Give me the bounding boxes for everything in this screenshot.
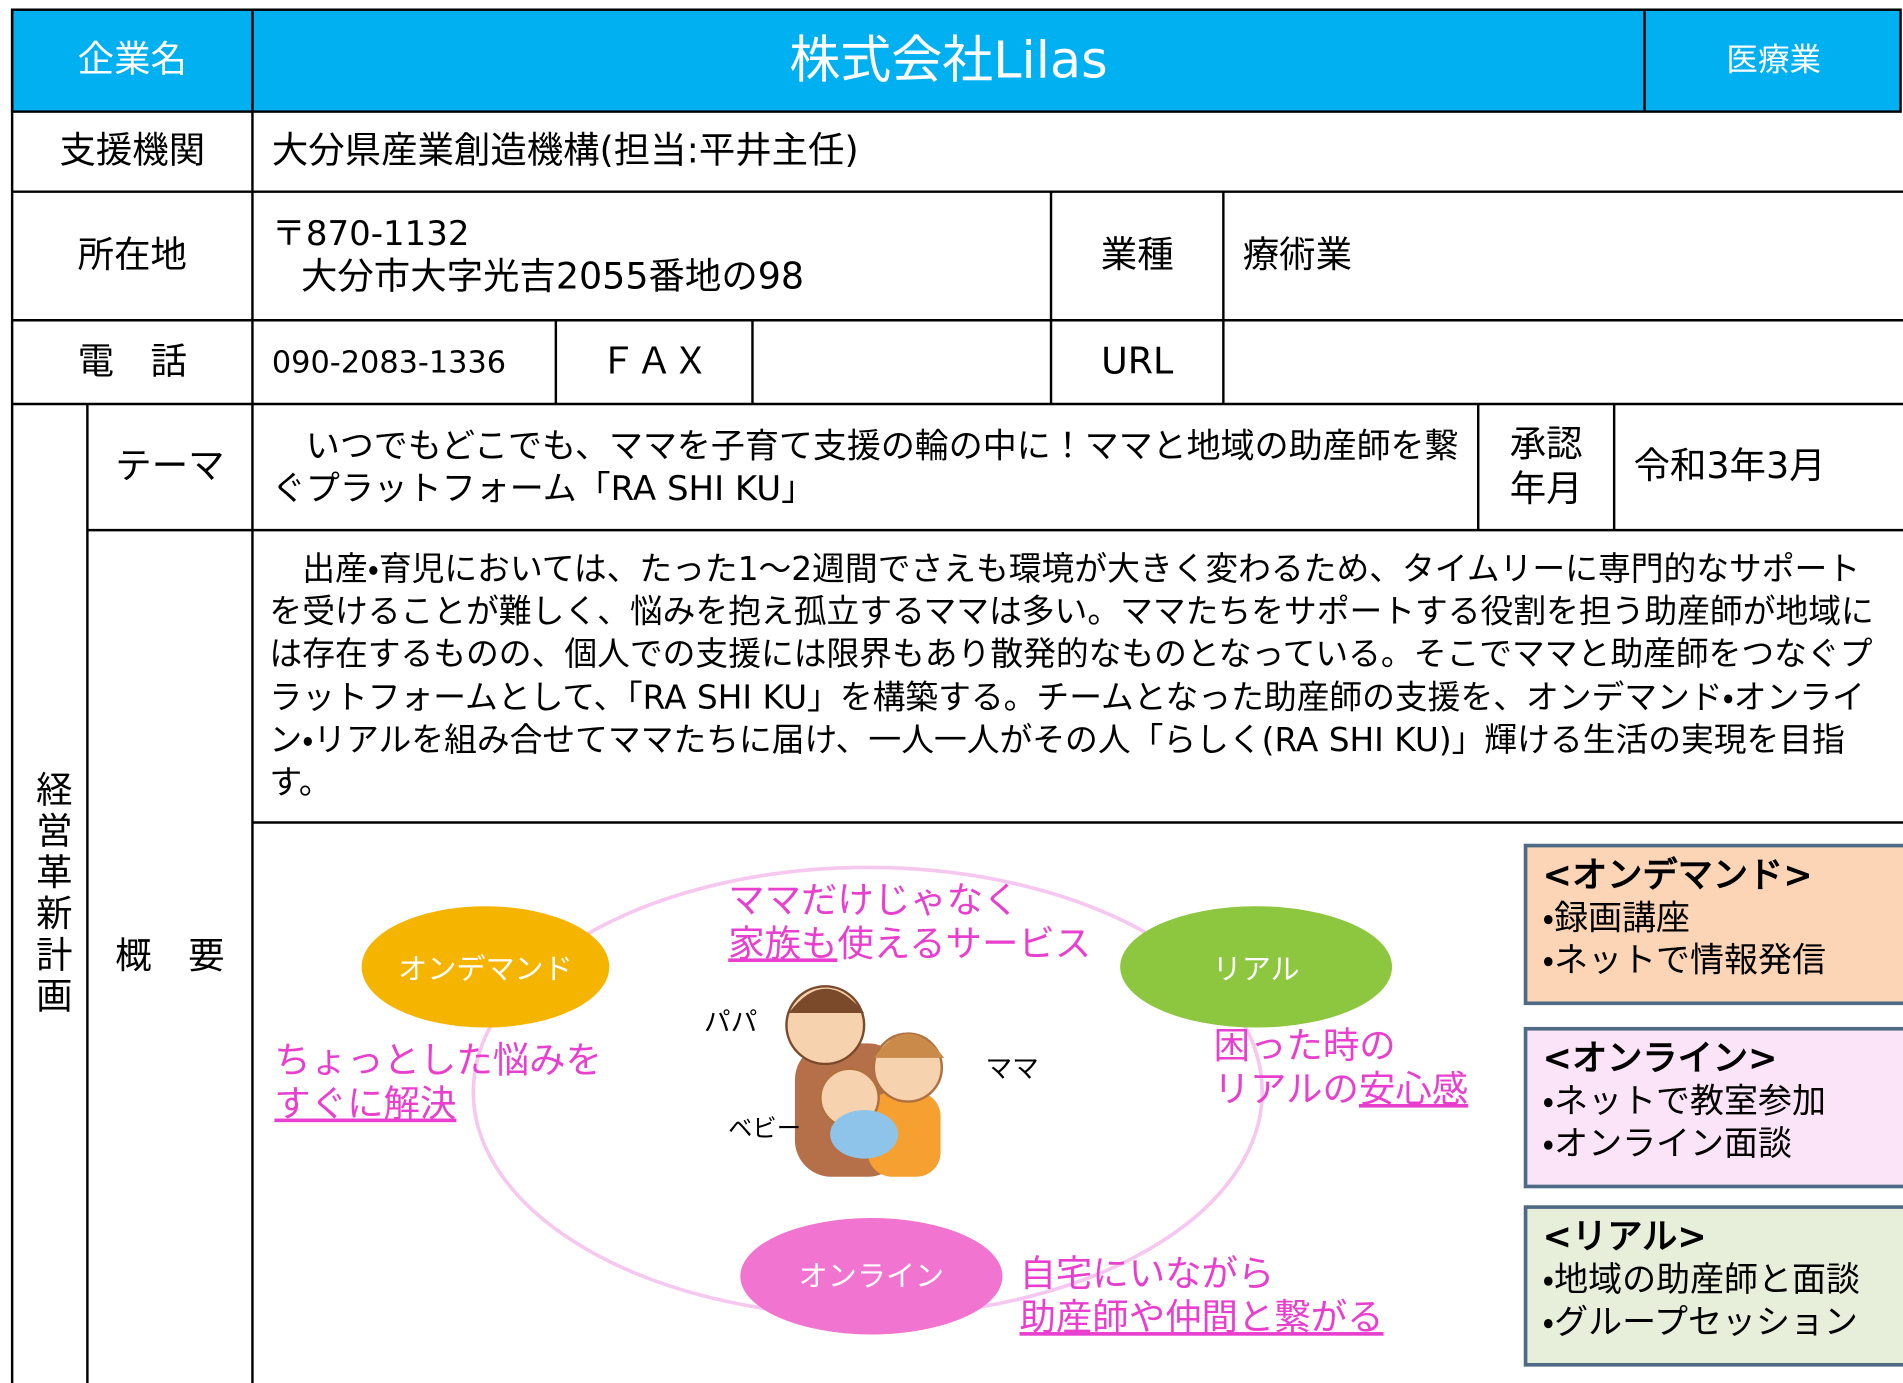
business-type-label: 業種	[1100, 234, 1174, 277]
cell: 支援機関	[59, 130, 206, 173]
service-box-body: <オンライン> ・ネットで教室参加 ・オンライン面談	[1526, 1029, 1903, 1187]
service-box-title: <リアル>	[1542, 1215, 1707, 1257]
caption-underlined: 助産師や仲間と繋がる	[1019, 1296, 1384, 1340]
caption-underlined: 安心感	[1358, 1068, 1469, 1112]
cell: いつでもどこでも、ママを子育て支援の輪の中に！ママと地域の助産師を繋ぐプラットフ…	[271, 425, 1459, 509]
cell: 概 要	[115, 935, 225, 978]
node-label: オンデマンド	[398, 952, 573, 986]
caption-underlined: 家族も	[728, 923, 838, 966]
service-box-item: ・ネットで教室参加	[1542, 1081, 1826, 1122]
node-label: オンライン	[799, 1259, 945, 1293]
url-label: URL	[1101, 340, 1174, 384]
support-value: 大分県産業創造機構(担当:平井主任)	[271, 130, 859, 173]
person-label: ベビー	[728, 1114, 801, 1143]
cell: テーマ	[115, 445, 225, 488]
service-box-body: <リアル> ・地域の助産師と面談 ・グループセッション	[1526, 1207, 1903, 1365]
cell: 令和3年3月	[1633, 445, 1826, 488]
cell: 電 話	[77, 340, 187, 384]
service-box-item: ・地域の助産師と面談	[1542, 1259, 1860, 1300]
service-box-body: <オンデマンド> ・録画講座 ・ネットで情報発信	[1526, 846, 1903, 1004]
approval-label: 承認年月	[1509, 422, 1583, 511]
cell: ＦＡＸ	[599, 340, 709, 384]
family-illustration	[785, 985, 945, 1177]
fax-label: ＦＡＸ	[599, 340, 709, 384]
industry-tag: 医療業	[1726, 42, 1822, 79]
caption-line: ちょっとした悩みを	[274, 1039, 602, 1083]
service-box-item: ・グループセッション	[1542, 1302, 1858, 1343]
cell: 経営革新計画	[28, 769, 72, 1018]
postal: 〒870-1132	[271, 213, 470, 254]
caption-line: ママだけじゃなく	[728, 879, 1020, 922]
cell: 療術業	[1242, 234, 1353, 277]
person-label: パパ	[704, 1007, 757, 1038]
caption-line: 自宅にいながら	[1019, 1253, 1275, 1296]
phone-label: 電 話	[77, 340, 187, 384]
business-type: 療術業	[1242, 234, 1353, 277]
grid	[10, 8, 1903, 1383]
cell: 090-2083-1336	[271, 344, 507, 380]
service-box-title: <オンライン>	[1542, 1037, 1778, 1079]
service-box-text: <リアル>・地域の助産師と面談・グループセッション	[1526, 1207, 1903, 1365]
caption-rest: 使えるサービス	[837, 923, 1092, 966]
summary: 出産・育児においては、たった1～2週間でさえも環境が大きく変わるため、タイムリー…	[269, 551, 1874, 802]
company-label: 企業名	[77, 39, 187, 82]
service-box-item: ・ネットで情報発信	[1542, 940, 1826, 981]
caption-plain: リアルの	[1213, 1068, 1359, 1112]
cell: URL	[1101, 340, 1174, 384]
service-box-item: ・オンライン面談	[1542, 1123, 1792, 1164]
person-label: ママ	[985, 1053, 1038, 1084]
node-label: リアル	[1213, 952, 1300, 986]
cell: 承認年月	[1509, 422, 1583, 511]
node-online	[740, 1218, 1003, 1335]
company-name: 株式会社Lilas	[789, 30, 1108, 90]
caption-underlined: すぐに解決	[274, 1083, 457, 1126]
address: 大分市大字光吉2055番地の98	[300, 255, 805, 299]
location-label: 所在地	[77, 234, 187, 277]
phone: 090-2083-1336	[271, 344, 507, 380]
service-box-item: ・録画講座	[1542, 898, 1691, 939]
cell: 大分県産業創造機構(担当:平井主任)	[271, 130, 859, 173]
service-box	[1523, 843, 1903, 1006]
theme-label: テーマ	[115, 445, 225, 488]
approval-date: 令和3年3月	[1633, 445, 1826, 488]
cell: 業種	[1100, 234, 1174, 277]
theme: いつでもどこでも、ママを子育て支援の輪の中に！ママと地域の助産師を繋ぐプラットフ…	[271, 425, 1459, 509]
section-label: 経営革新計画	[28, 769, 72, 1018]
service-box-title: <オンデマンド>	[1542, 854, 1813, 896]
node-real	[1120, 906, 1393, 1028]
node-ondemand	[361, 906, 610, 1028]
service-box-text: <オンデマンド>・録画講座・ネットで情報発信	[1526, 846, 1903, 1004]
service-box-text: <オンライン>・ネットで教室参加・オンライン面談	[1526, 1029, 1903, 1187]
cell: 出産・育児においては、たった1～2週間でさえも環境が大きく変わるため、タイムリー…	[269, 551, 1874, 802]
summary-label: 概 要	[115, 935, 225, 978]
cell: 株式会社Lilas	[789, 30, 1108, 90]
service-boxes: <オンデマンド>・録画講座・ネットで情報発信 <オンライン>・ネットで教室参加・オ…	[1523, 843, 1903, 1367]
service-box	[1523, 1205, 1903, 1367]
cell: 所在地	[77, 234, 187, 277]
cell: 医療業	[1726, 42, 1822, 79]
service-box	[1523, 1026, 1903, 1189]
caption-line: 困った時の	[1213, 1025, 1396, 1068]
cell: 企業名	[77, 39, 187, 82]
support-label: 支援機関	[59, 130, 206, 173]
